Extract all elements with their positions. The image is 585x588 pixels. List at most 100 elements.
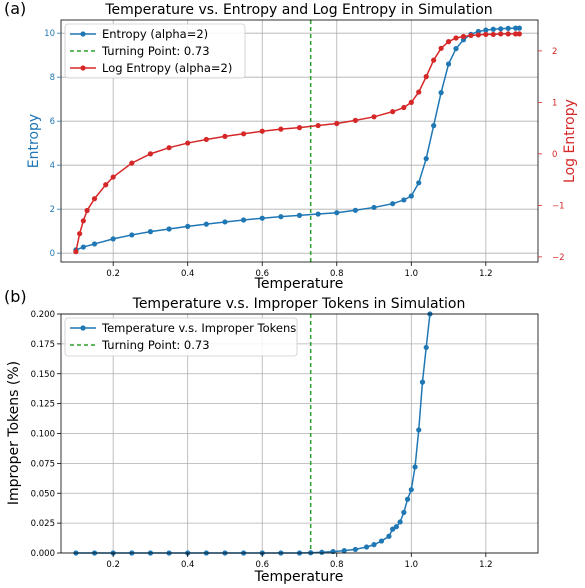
log-entropy-point	[241, 131, 247, 137]
chart-a-legend: Entropy (alpha=2) Turning Point: 0.73 Lo…	[64, 23, 246, 79]
log-entropy-point	[80, 218, 86, 224]
log-entropy-point	[468, 32, 474, 39]
improper-tokens-point	[386, 533, 392, 539]
log-entropy-point	[315, 122, 321, 129]
improper-tokens-point	[412, 464, 418, 470]
log-entropy-point	[438, 45, 444, 51]
chart-a-legend-box	[64, 23, 246, 79]
chart-b-x-tick-label: 0.6	[255, 560, 269, 570]
improper-tokens-point	[393, 524, 399, 530]
log-entropy-point	[334, 120, 340, 127]
entropy-point	[296, 212, 303, 218]
legend-entropy-marker	[80, 31, 86, 37]
log-entropy-point	[129, 160, 135, 166]
legend-turning-point-label: Turning Point: 0.73	[101, 44, 210, 58]
chart-b-y-tick-label: 0.175	[31, 340, 55, 350]
log-entropy-point	[498, 31, 504, 37]
entropy-point	[315, 211, 321, 217]
chart-b-x-tick-label: 1.0	[405, 560, 419, 570]
chart-a-series	[73, 25, 522, 255]
log-entropy-point	[513, 31, 519, 37]
entropy-point	[453, 46, 459, 52]
entropy-point	[490, 26, 496, 32]
improper-tokens-point	[423, 344, 429, 351]
entropy-point	[352, 207, 358, 213]
legend-entropy-label: Entropy (alpha=2)	[102, 27, 208, 41]
chart-a-y-tick-label: 8	[50, 73, 55, 83]
improper-tokens-point	[371, 542, 377, 548]
legend-log-entropy-marker	[80, 65, 86, 71]
log-entropy-point	[352, 117, 358, 124]
entropy-point	[445, 61, 452, 67]
entropy-point	[371, 204, 377, 211]
log-entropy-point	[408, 99, 414, 105]
entropy-point	[129, 232, 135, 238]
entropy-point	[401, 197, 407, 203]
chart-a-x-tick-label: 1.0	[405, 269, 419, 279]
log-entropy-point	[416, 89, 422, 95]
chart-b-y-tick-label: 0.125	[31, 400, 55, 410]
chart-a-x-ticks: 0.2 0.4 0.6 0.8 1.0 1.2	[106, 262, 493, 279]
chart-b-y-tick-label: 0.000	[31, 549, 55, 559]
legend-improper-label: Temperature v.s. Improper Tokens	[101, 321, 296, 335]
legend-turning-point-b-label: Turning Point: 0.73	[101, 338, 210, 352]
chart-b-y-ticks: 0.000 0.025 0.050 0.075 0.100 0.125 0.150 0.175…	[31, 310, 61, 559]
improper-tokens-point	[341, 548, 347, 554]
chart-a-y-tick-label: 0	[50, 249, 55, 259]
chart-b-y-tick-label: 0.200	[31, 310, 55, 320]
chart-a-x-tick-label: 0.4	[181, 269, 195, 279]
chart-a-y-right-tick-label: −2	[552, 253, 565, 263]
chart-a-y-right-tick-label: 1	[552, 98, 557, 108]
entropy-point	[438, 90, 444, 96]
log-entropy-point	[84, 207, 90, 214]
chart-a-x-tick-label: 0.6	[255, 269, 269, 279]
log-entropy-point	[103, 182, 109, 188]
chart-a-y-right-tick-label: 2	[552, 47, 557, 57]
chart-b-x-ticks: 0.2 0.4 0.6 0.8 1.0 1.2	[106, 553, 493, 570]
chart-a-y-tick-label: 4	[50, 161, 55, 171]
improper-tokens-point	[319, 549, 325, 555]
log-entropy-point	[431, 57, 437, 63]
chart-a-y-right-tick-label: 0	[552, 150, 557, 160]
chart-a-y-ticks: 0 2 4 6 8 10	[44, 29, 61, 259]
legend-log-entropy-label: Log Entropy (alpha=2)	[102, 61, 232, 75]
improper-tokens-point	[401, 509, 407, 515]
chart-a-x-tick-label: 0.8	[330, 269, 344, 279]
chart-b-title: Temperature v.s. Improper Tokens in Simu…	[132, 296, 466, 312]
entropy-point	[390, 201, 396, 207]
log-entropy-point	[401, 104, 407, 111]
chart-a-x-tick-label: 0.2	[106, 269, 120, 279]
entropy-point	[334, 210, 340, 216]
entropy-point	[166, 226, 172, 232]
log-entropy-point	[423, 74, 429, 80]
log-entropy-point	[259, 128, 265, 134]
log-entropy-point	[445, 39, 452, 45]
entropy-point	[416, 180, 422, 186]
chart-b-x-tick-label: 1.2	[479, 560, 493, 570]
improper-tokens-point	[397, 519, 403, 525]
improper-tokens-point	[419, 379, 426, 385]
entropy-point	[80, 244, 86, 250]
chart-b-x-tick-label: 0.8	[330, 560, 344, 570]
log-entropy-point	[203, 136, 209, 143]
chart-b-y-tick-label: 0.075	[31, 459, 55, 469]
log-entropy-point	[77, 231, 83, 237]
log-entropy-point	[185, 140, 191, 146]
entropy-point	[516, 25, 522, 31]
chart-a-xlabel: Temperature	[254, 276, 344, 292]
log-entropy-point	[475, 32, 481, 38]
log-entropy-point	[222, 133, 228, 139]
log-entropy-point	[91, 196, 98, 202]
chart-b-grid	[61, 313, 538, 554]
improper-tokens-point	[404, 496, 411, 502]
panel-a: (a) Temperature vs. Entropy and Log Entr…	[4, 0, 578, 292]
entropy-point	[241, 217, 247, 223]
improper-tokens-point	[378, 538, 385, 544]
improper-tokens-point	[416, 427, 422, 433]
chart-b-legend-box	[64, 317, 298, 357]
panel-a-label: (a)	[4, 0, 26, 18]
entropy-point	[498, 26, 504, 32]
log-entropy-point	[490, 31, 496, 38]
entropy-point	[278, 214, 284, 220]
